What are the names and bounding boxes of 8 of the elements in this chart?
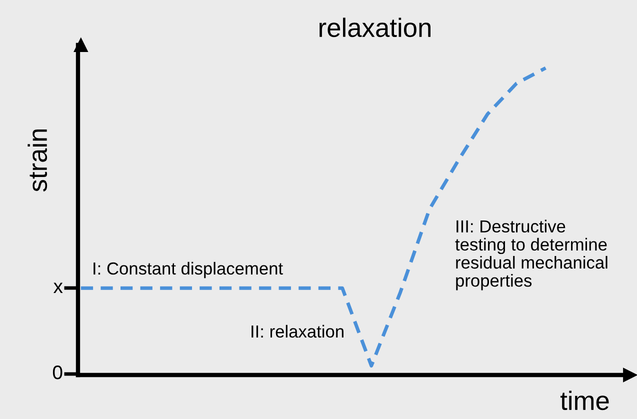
annotation: II: relaxation: [252, 324, 344, 338]
annotation: I: Constant displacement: [94, 262, 283, 278]
text: 0: [52, 365, 62, 380]
x-axis-title: time: [560, 390, 609, 410]
annotation: III: Destructive testing to determine residual mechanical properties: [455, 220, 608, 290]
text: x: [53, 282, 63, 294]
y-axis-title: strain: [28, 129, 48, 192]
chart-title: relaxation: [320, 18, 430, 38]
